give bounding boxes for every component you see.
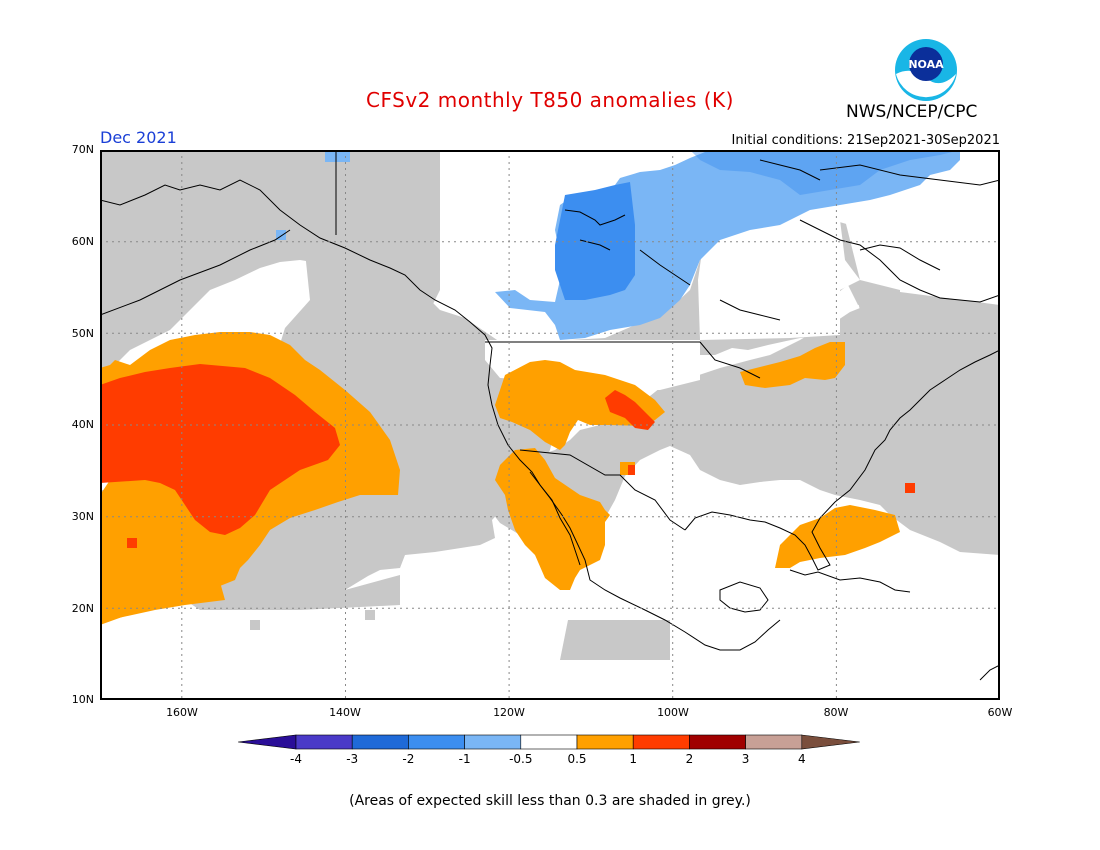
legend-tick-label: 0.5 [567,752,587,766]
legend-tick-label: 3 [741,752,750,766]
lat-label: 50N [71,327,94,340]
lat-label: 60N [71,235,94,248]
initial-conditions-label: Initial conditions: 21Sep2021-30Sep2021 [731,133,1000,148]
lon-label: 120W [493,706,525,719]
legend-swatch [351,734,409,750]
lon-label: 80W [823,706,849,719]
agency-label: NWS/NCEP/CPC [846,102,978,122]
lon-label: 60W [987,706,1013,719]
logo-text: NOAA [908,58,944,71]
legend-swatch [576,734,634,750]
skill-footnote: (Areas of expected skill less than 0.3 a… [349,793,751,809]
lat-label: 70N [71,143,94,156]
legend-tick-label: -2 [402,752,415,766]
positive-anomaly-area [100,332,915,625]
lat-label: 30N [71,510,94,523]
valid-month-label: Dec 2021 [100,128,177,147]
legend-swatch [801,734,860,750]
lon-label: 160W [166,706,198,719]
legend-tick-label: -3 [346,752,359,766]
lon-label: 100W [657,706,689,719]
graticule [100,150,1000,700]
noaa-logo: NOAA [895,39,957,101]
legend-tick-label: 4 [797,752,806,766]
legend-tick-label: 2 [685,752,694,766]
legend-tick-label: -1 [458,752,471,766]
legend-swatch [520,734,578,750]
legend-tick-label: -4 [290,752,302,766]
legend-tick-label: 1 [629,752,637,766]
legend-tick-label: -0.5 [509,752,533,766]
legend-swatch [745,734,803,750]
map-title: CFSv2 monthly T850 anomalies (K) [366,88,734,112]
lon-label: 140W [329,706,361,719]
lat-label: 40N [71,418,94,431]
map-canvas [100,150,1000,700]
legend-swatch [408,734,465,750]
lat-label: 10N [71,693,94,706]
color-legend [238,734,860,750]
legend-swatch [238,734,297,750]
lat-label: 20N [71,602,94,615]
legend-swatch [295,734,353,750]
legend-swatch [464,734,522,750]
coastlines [100,150,1000,681]
legend-swatch [632,734,690,750]
anomaly-map [100,150,1000,700]
legend-swatch [689,734,746,750]
map-frame [100,150,1000,700]
